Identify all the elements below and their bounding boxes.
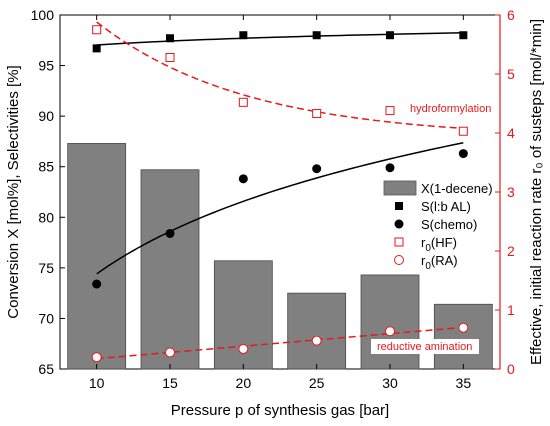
legend-marker-r0-hf	[394, 237, 404, 247]
point-r0-ra	[238, 343, 249, 354]
fit-curve-s-lb-al	[96, 32, 464, 46]
y-right-tick-label: 6	[507, 7, 515, 23]
x-tick-label: 35	[456, 375, 472, 391]
legend-label-r0-ra-sub: 0	[425, 261, 431, 272]
bar-x-1-decene	[287, 292, 347, 370]
annotation-bg	[371, 339, 479, 354]
point-r0-ra	[385, 326, 395, 337]
legend-label-s-lb-al: S(l:b AL)	[421, 199, 471, 214]
y-axis-title-right: Effective, initial reaction rate r₀ of s…	[528, 19, 545, 365]
fit-curve-s-chemo	[96, 142, 464, 275]
y-axis-title-left: Conversion X [mol%], Selectivities [%]	[5, 65, 22, 318]
point-s-lb-al	[239, 31, 248, 40]
y-right-tick-label: 0	[507, 361, 515, 377]
y-right-tick-label: 4	[507, 125, 515, 141]
fit-curve-r0-hf	[96, 21, 464, 130]
point-r0-hf	[385, 106, 395, 116]
y-right-tick-label: 2	[507, 243, 515, 259]
point-r0-ra	[311, 335, 322, 346]
bar-x-1-decene	[140, 169, 200, 370]
point-s-lb-al	[92, 44, 101, 53]
legend-label-r0-ra-tail: (RA)	[431, 253, 458, 268]
legend-swatch-x-1-decene	[383, 180, 417, 196]
legend-label-r0-hf: r0(HF)	[421, 235, 457, 254]
point-s-chemo	[238, 174, 248, 184]
point-s-lb-al	[459, 31, 468, 40]
point-r0-hf	[165, 52, 175, 62]
legend-label-r0-hf-main: r	[421, 235, 426, 250]
annotation-reductive-amination: reductive amination	[377, 341, 472, 353]
y-left-tick-label: 90	[38, 108, 54, 124]
legend-label-r0-ra: r0(RA)	[421, 253, 458, 272]
annotation-hydroformylation: hydroformylation	[410, 103, 491, 115]
point-s-chemo	[92, 279, 102, 289]
y-right-tick-label: 3	[507, 184, 515, 200]
legend: X(1-decene) S(l:b AL) S(chemo) r0(HF) r0…	[383, 180, 493, 272]
x-tick-label: 20	[236, 375, 252, 391]
point-r0-ra	[91, 352, 102, 363]
y-left-tick-label: 95	[38, 58, 54, 74]
point-s-chemo	[312, 164, 322, 174]
y-left-tick-label: 80	[38, 209, 54, 225]
x-tick-label: 15	[162, 375, 178, 391]
legend-label-r0-hf-sub: 0	[425, 243, 431, 254]
plot-area	[59, 14, 501, 370]
point-r0-hf	[238, 97, 248, 107]
legend-label-r0-ra-main: r	[421, 253, 426, 268]
point-s-chemo	[385, 163, 395, 173]
legend-marker-s-lb-al	[395, 202, 403, 210]
legend-marker-s-chemo	[394, 219, 404, 229]
point-r0-hf	[312, 109, 322, 119]
point-s-chemo	[458, 149, 468, 159]
y-left-tick-label: 100	[31, 7, 55, 23]
point-r0-ra	[165, 347, 175, 358]
bar-x-1-decene	[360, 274, 420, 370]
bar-x-1-decene	[67, 143, 127, 370]
x-tick-label: 10	[89, 375, 105, 391]
y-right-tick-label: 5	[507, 66, 515, 82]
x-tick-label: 25	[309, 375, 325, 391]
point-r0-hf	[92, 25, 102, 35]
x-axis-title: Pressure p of synthesis gas [bar]	[171, 402, 389, 419]
x-tick-label: 30	[382, 375, 398, 391]
legend-marker-r0-ra	[394, 255, 404, 265]
point-s-lb-al	[312, 31, 321, 40]
legend-label-x-1-decene: X(1-decene)	[421, 181, 493, 196]
fit-curve-r0-ra	[96, 326, 464, 360]
y-left-tick-label: 65	[38, 361, 54, 377]
legend-label-r0-hf-tail: (HF)	[431, 235, 457, 250]
y-left-tick-label: 75	[38, 260, 54, 276]
point-r0-ra	[458, 322, 469, 333]
point-s-lb-al	[166, 34, 174, 43]
bar-x-1-decene	[433, 303, 493, 370]
point-s-lb-al	[386, 31, 394, 40]
y-left-tick-label: 85	[38, 159, 54, 175]
y-left-tick-label: 70	[38, 310, 54, 326]
point-r0-hf	[458, 126, 468, 136]
y-right-tick-label: 1	[507, 302, 515, 318]
legend-label-s-chemo: S(chemo)	[421, 217, 477, 232]
point-s-chemo	[165, 228, 175, 238]
